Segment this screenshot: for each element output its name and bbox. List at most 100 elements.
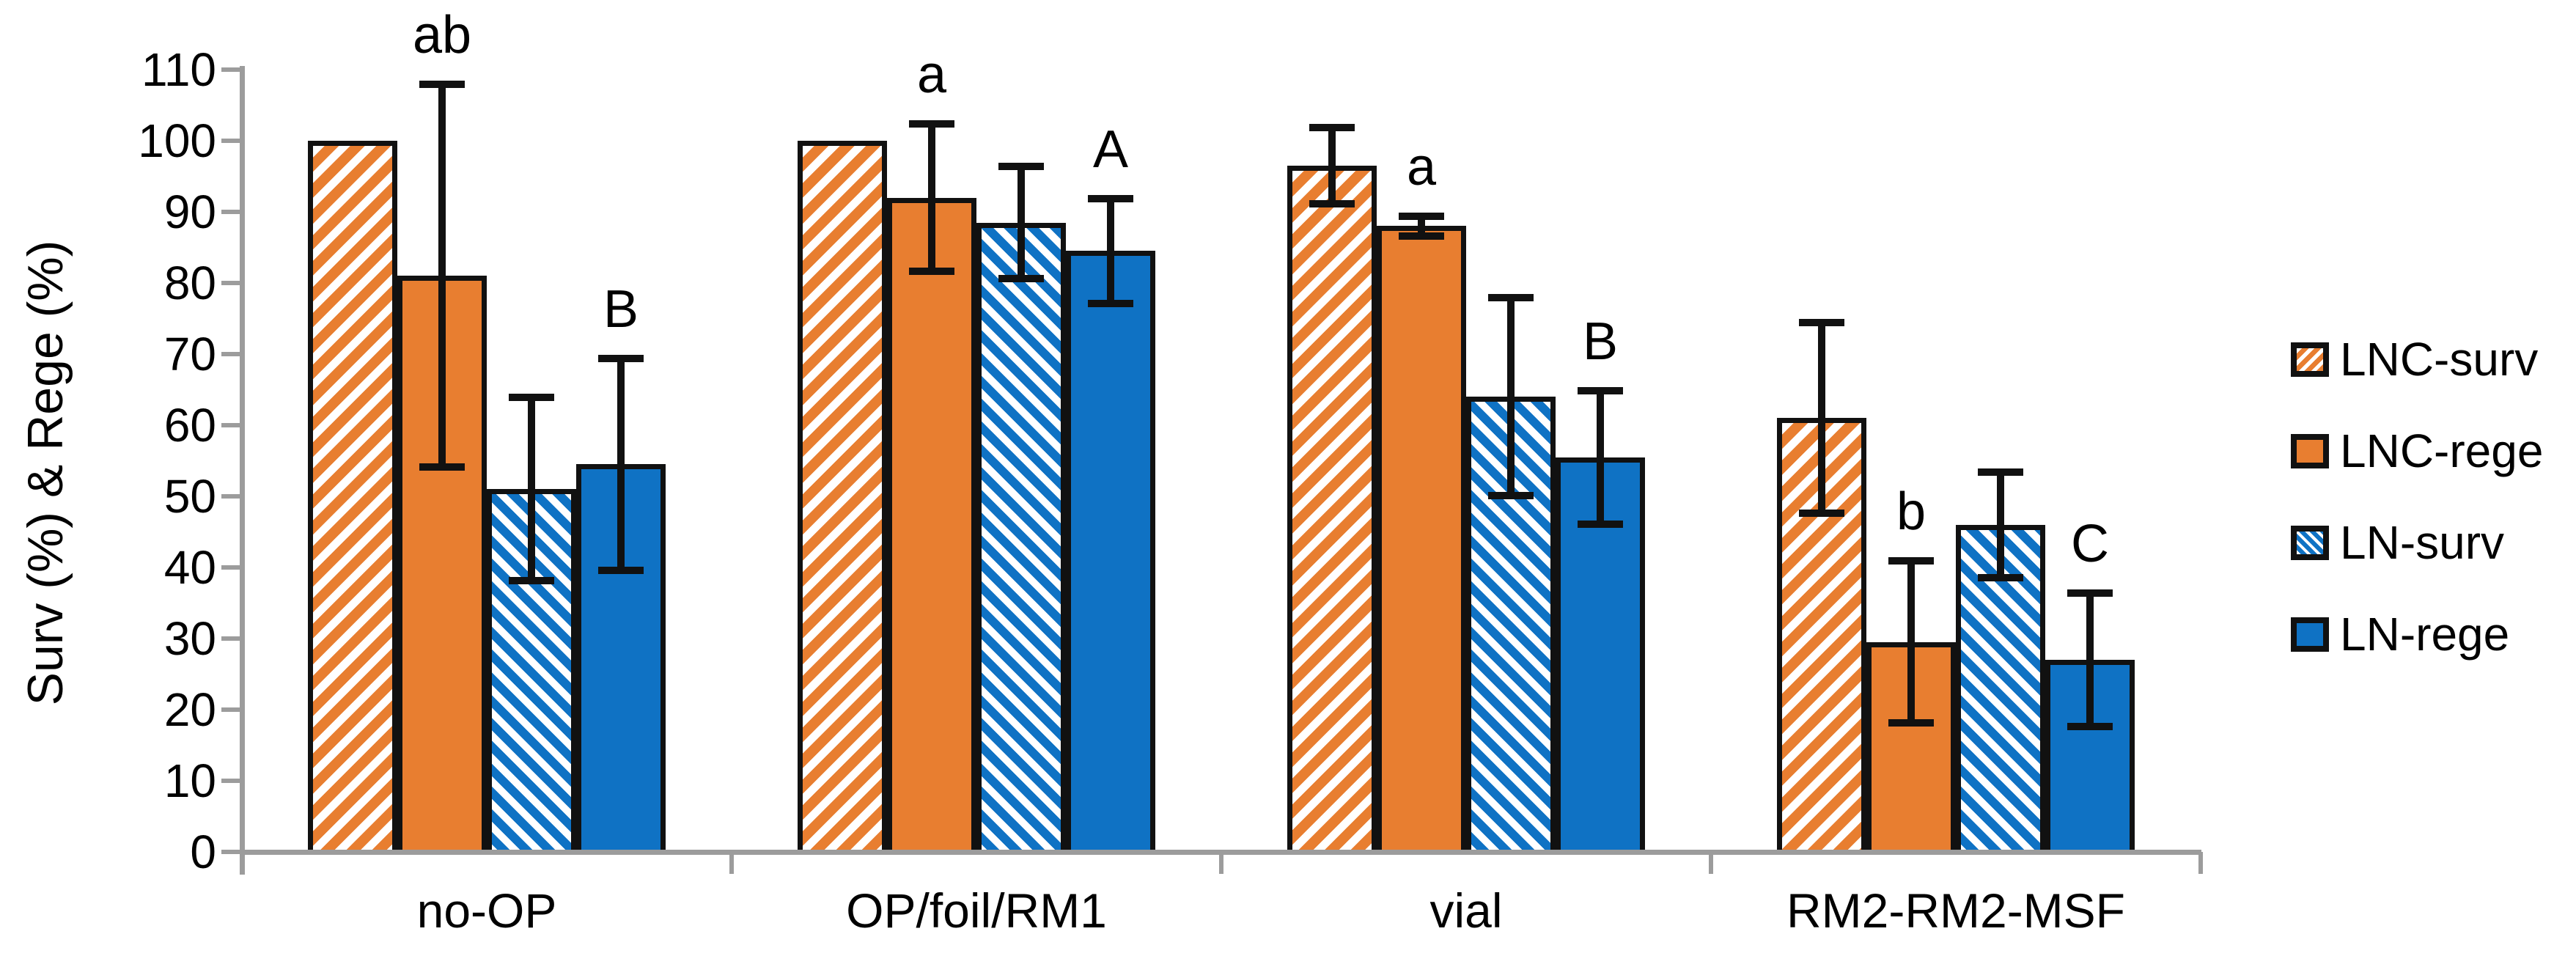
bar-vial-lnc-surv [1287,165,1377,855]
annotation-vial-lnc-rege: a [1406,137,1437,196]
annotation-rm2-rm2-msf-ln-rege: C [2071,514,2109,573]
legend-entry-lnc-rege: LNC-rege [2291,424,2543,477]
y-tick-label-0: 0 [190,826,216,878]
y-tick-label-20: 20 [163,683,216,736]
error-bar-op-foil-rm1-lnc-rege [928,122,935,273]
y-tick-label-100: 100 [138,114,216,167]
x-category-label-op-foil-rm1: OP/foil/RM1 [846,883,1107,938]
bar-op-foil-rm1-ln-rege [1066,251,1155,855]
legend-entry-ln-surv: LN-surv [2291,516,2504,569]
y-tick-label-90: 90 [163,185,216,238]
error-bar-op-foil-rm1-ln-surv [1017,165,1025,280]
x-tick-2 [1219,852,1223,874]
legend-swatch-ln-surv [2291,525,2329,560]
error-cap-top-no-op-ln-surv [509,394,554,402]
error-cap-bottom-vial-lnc-surv [1309,200,1355,208]
legend-label-ln-surv: LN-surv [2340,516,2505,569]
legend-label-lnc-surv: LNC-surv [2340,333,2539,386]
legend-entry-ln-rege: LN-rege [2291,608,2509,661]
x-category-label-vial: vial [1429,883,1503,938]
annotation-op-foil-rm1-ln-rege: A [1092,120,1129,179]
error-bar-no-op-ln-surv [528,397,535,582]
error-cap-top-no-op-lnc-rege [419,81,465,89]
error-cap-bottom-rm2-rm2-msf-ln-rege [2067,723,2113,731]
y-tick-70 [221,352,240,356]
error-cap-bottom-op-foil-rm1-ln-rege [1088,300,1133,308]
legend-entry-lnc-surv: LNC-surv [2291,333,2538,386]
error-bar-op-foil-rm1-ln-rege [1107,197,1114,305]
y-tick-label-80: 80 [163,257,216,309]
error-cap-bottom-rm2-rm2-msf-ln-surv [1978,573,2023,581]
error-cap-top-op-foil-rm1-ln-surv [998,162,1044,170]
error-cap-top-vial-ln-rege [1578,386,1623,394]
y-tick-label-30: 30 [163,612,216,665]
legend-label-lnc-rege: LNC-rege [2340,424,2544,477]
error-cap-top-op-foil-rm1-lnc-rege [909,120,954,128]
y-tick-0 [221,850,240,854]
error-cap-bottom-vial-lnc-rege [1399,232,1444,240]
annotation-vial-ln-rege: B [1582,312,1619,371]
error-bar-rm2-rm2-msf-lnc-surv [1818,322,1825,515]
y-tick-label-50: 50 [163,470,216,523]
annotation-op-foil-rm1-lnc-rege: a [916,45,947,104]
x-tick-3 [1709,852,1713,874]
error-cap-top-rm2-rm2-msf-lnc-rege [1888,557,1934,565]
y-tick-80 [221,281,240,285]
y-tick-50 [221,494,240,499]
y-tick-30 [221,636,240,641]
y-tick-label-70: 70 [163,328,216,380]
y-tick-40 [221,565,240,570]
y-tick-10 [221,779,240,783]
y-tick-60 [221,423,240,427]
error-bar-no-op-ln-rege [617,357,625,571]
annotation-rm2-rm2-msf-lnc-rege: b [1896,482,1927,542]
x-tick-1 [729,852,734,874]
error-cap-bottom-no-op-lnc-rege [419,463,465,471]
error-cap-bottom-rm2-rm2-msf-lnc-surv [1799,510,1844,518]
bar-vial-lnc-rege [1377,226,1466,855]
x-category-label-no-op: no-OP [416,883,557,938]
bar-op-foil-rm1-ln-surv [976,222,1066,855]
error-bar-vial-ln-rege [1597,389,1604,525]
y-tick-label-40: 40 [163,541,216,594]
annotation-no-op-ln-rege: B [603,279,639,339]
error-cap-bottom-no-op-ln-surv [509,577,554,585]
error-cap-top-vial-ln-surv [1488,294,1534,302]
y-tick-90 [221,210,240,214]
error-bar-vial-lnc-surv [1328,126,1336,205]
x-tick-0 [240,852,244,874]
error-cap-bottom-op-foil-rm1-ln-surv [998,275,1044,283]
legend-swatch-ln-rege [2291,617,2329,652]
y-tick-label-10: 10 [163,754,216,807]
bar-op-foil-rm1-lnc-rege [887,197,976,855]
error-cap-bottom-op-foil-rm1-lnc-rege [909,268,954,276]
error-bar-rm2-rm2-msf-ln-surv [1997,471,2004,578]
error-cap-top-rm2-rm2-msf-ln-rege [2067,589,2113,597]
legend-swatch-lnc-rege [2291,433,2329,468]
bar-op-foil-rm1-lnc-surv [798,141,887,855]
annotation-no-op-lnc-rege: ab [412,6,472,65]
error-bar-vial-ln-surv [1507,297,1515,496]
error-cap-top-no-op-ln-rege [598,354,644,362]
error-cap-bottom-no-op-ln-rege [598,566,644,574]
bar-vial-ln-rege [1556,457,1645,855]
error-bar-rm2-rm2-msf-ln-rege [2086,592,2094,728]
y-tick-label-60: 60 [163,399,216,452]
x-category-label-rm2-rm2-msf: RM2-RM2-MSF [1786,883,2125,938]
legend-label-ln-rege: LN-rege [2340,608,2510,661]
error-cap-bottom-vial-ln-surv [1488,492,1534,499]
error-cap-top-vial-lnc-rege [1399,212,1444,220]
error-cap-top-op-foil-rm1-ln-rege [1088,194,1133,202]
y-tick-110 [221,67,240,72]
bar-no-op-lnc-surv [308,141,397,855]
error-cap-top-vial-lnc-surv [1309,123,1355,131]
error-cap-bottom-rm2-rm2-msf-lnc-rege [1888,719,1934,727]
legend-swatch-lnc-surv [2291,342,2329,377]
error-bar-rm2-rm2-msf-lnc-rege [1907,560,1915,724]
error-bar-no-op-lnc-rege [438,84,446,468]
error-bar-vial-lnc-rege [1418,215,1425,237]
y-tick-label-110: 110 [141,43,216,96]
error-cap-top-rm2-rm2-msf-ln-surv [1978,468,2023,477]
y-tick-20 [221,707,240,712]
